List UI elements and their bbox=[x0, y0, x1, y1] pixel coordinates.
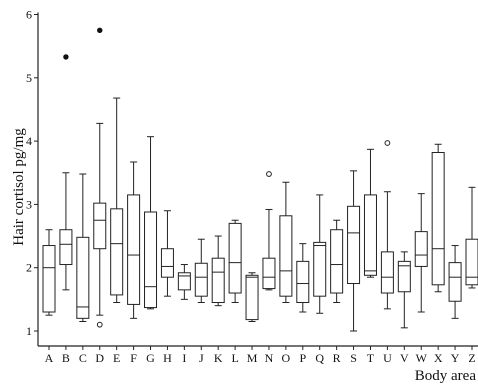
x-tick-label: J bbox=[199, 351, 204, 365]
x-tick-label: U bbox=[383, 351, 392, 365]
x-tick-label: I bbox=[182, 351, 186, 365]
x-tick-label: X bbox=[434, 351, 443, 365]
x-tick-label: T bbox=[367, 351, 375, 365]
box-z-iqr bbox=[465, 238, 478, 286]
x-tick-label: W bbox=[416, 351, 428, 365]
box-d-iqr bbox=[93, 202, 107, 250]
x-tick-label: Z bbox=[468, 351, 475, 365]
box-n-iqr bbox=[262, 257, 276, 290]
y-tick-label: 6 bbox=[26, 8, 32, 22]
y-tick-label: 4 bbox=[26, 134, 32, 148]
outlier-d bbox=[97, 27, 103, 34]
box-a-iqr bbox=[42, 245, 56, 313]
outlier-b bbox=[63, 54, 69, 60]
x-tick-label: R bbox=[333, 351, 341, 365]
box-x-iqr bbox=[431, 151, 445, 286]
box-o-iqr bbox=[279, 215, 293, 297]
box-k-iqr bbox=[211, 257, 225, 304]
y-tick-label: 5 bbox=[26, 71, 32, 85]
box-s-iqr bbox=[347, 205, 361, 285]
x-tick-label: A bbox=[45, 351, 54, 365]
y-tick-label: 2 bbox=[26, 261, 32, 275]
box-m-iqr bbox=[245, 274, 259, 321]
x-tick-label: E bbox=[113, 351, 120, 365]
y-axis-label: Hair cortisol pg/mg bbox=[11, 128, 27, 246]
outlier-u bbox=[384, 140, 391, 146]
box-h-iqr bbox=[160, 248, 174, 278]
plot-area: 1 2 3 4 5 6 A B C D E F G H I J K L M N O P Q R S T U V W X Y Z bbox=[26, 8, 478, 365]
outlier-d bbox=[96, 321, 103, 328]
x-tick-label: O bbox=[282, 351, 291, 365]
box-l-iqr bbox=[228, 222, 242, 294]
box-y-iqr bbox=[448, 262, 462, 302]
box-w-iqr bbox=[414, 231, 428, 267]
x-tick-label: N bbox=[265, 351, 274, 365]
box-i-iqr bbox=[177, 272, 191, 291]
box-v-iqr bbox=[397, 260, 411, 293]
box-f-iqr bbox=[127, 194, 141, 305]
x-tick-label: K bbox=[214, 351, 223, 365]
box-q-iqr bbox=[313, 241, 327, 297]
box-c-iqr bbox=[76, 236, 90, 319]
box-j-iqr bbox=[194, 262, 208, 297]
box-p-iqr bbox=[296, 260, 310, 304]
x-tick-label: C bbox=[79, 351, 87, 365]
box-g-iqr bbox=[144, 211, 158, 309]
x-tick-label: D bbox=[95, 351, 104, 365]
box-b-iqr bbox=[59, 229, 73, 266]
x-tick-label: L bbox=[231, 351, 238, 365]
box-e-iqr bbox=[110, 208, 124, 296]
x-tick-label: G bbox=[146, 351, 155, 365]
box-t-iqr bbox=[363, 194, 377, 276]
x-tick-label: P bbox=[299, 351, 306, 365]
box-r-iqr bbox=[330, 229, 344, 294]
x-tick-label: M bbox=[247, 351, 258, 365]
x-tick-label: Q bbox=[315, 351, 324, 365]
x-tick-label: B bbox=[62, 351, 70, 365]
y-tick-label: 1 bbox=[26, 324, 32, 338]
x-axis-label: Body area bbox=[415, 368, 477, 384]
x-tick-label: H bbox=[163, 351, 172, 365]
x-tick-label: V bbox=[400, 351, 409, 365]
outlier-n bbox=[266, 171, 272, 177]
box-u-iqr bbox=[380, 251, 394, 294]
x-tick-label: S bbox=[350, 351, 357, 365]
y-tick-label: 3 bbox=[26, 197, 32, 211]
x-tick-label: Y bbox=[451, 351, 460, 365]
x-tick-label: F bbox=[130, 351, 137, 365]
